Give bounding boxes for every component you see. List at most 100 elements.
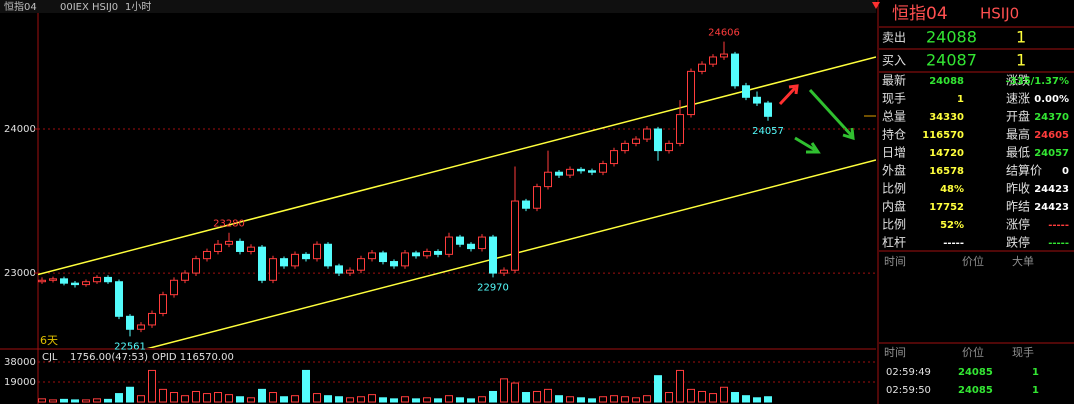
candle-body [170,279,178,296]
volume-bar [71,399,79,403]
candle-body [236,240,244,252]
volume-bar [687,388,695,403]
volume-bar [159,388,167,403]
candle-body [269,258,277,281]
quote-value: 24423 [1034,184,1069,195]
volume-bar [522,392,530,403]
column-header: 价位 [962,254,984,268]
candle-body [709,56,717,65]
quote-value: 24057 [1034,148,1069,159]
y-tick-label: 24000 [4,124,36,135]
column-header: 价位 [962,345,984,359]
volume-bar [533,390,541,403]
candle-body [555,171,563,176]
candle-body [335,265,343,274]
volume-info: 1756.00(47:53) [70,352,148,363]
volume-bar [148,369,156,403]
volume-bar [599,396,607,403]
volume-bar [566,396,574,403]
quote-label: 涨跌 [1006,73,1030,88]
candle-body [621,142,629,152]
quote-value: 0 [1062,166,1069,177]
volume-bar [82,399,90,403]
volume-bar [610,395,618,403]
candle-body [588,170,596,173]
candle-body [38,279,46,283]
volume-bar [115,393,123,403]
price-annotation: 22561 [114,341,146,352]
quote-value: 24605 [1034,130,1069,141]
volume-bar [643,395,651,403]
quote-label: 外盘 [882,163,906,178]
volume-bar [60,398,68,403]
volume-bar [456,397,464,403]
candle-body [313,243,321,260]
volume-bar [170,392,178,403]
quote-label: 速涨 [1006,91,1030,106]
quote-label: 昨收 [1006,182,1030,196]
volume-bar [104,398,112,403]
volume-bar [632,397,640,403]
tab[interactable]: 1小时 [125,1,151,13]
candle-body [225,240,233,245]
volume-bar [676,369,684,403]
tab[interactable]: 恒指04 [4,0,37,13]
volume-bar [698,390,706,403]
candle-body [137,324,145,330]
quote-label: 内盘 [882,199,906,214]
candle-body [159,294,167,314]
volume-bar [280,396,288,403]
quote-label: 结算价 [1006,163,1042,178]
volume-bar [588,398,596,403]
volume-bar [423,397,431,403]
candle-body [104,276,112,283]
quote-value: 52% [940,220,964,231]
candle-body [214,243,222,252]
candle-body [126,315,134,330]
candle-body [511,200,519,271]
volume-bar [302,369,310,403]
volume-bar [467,398,475,403]
candle-body [643,128,651,140]
volume-bar [478,396,486,403]
candle-body [423,250,431,257]
quote-code: HSIJ0 [980,5,1019,23]
candle-body [49,278,57,281]
order-size: 1 [1016,28,1026,47]
trade-size: 1 [1032,367,1039,378]
volume-bar [269,392,277,403]
volume-bar [621,396,629,403]
volume-bar [709,393,717,403]
quote-label: 开盘 [1006,109,1030,124]
volume-bar [544,388,552,403]
tab[interactable]: 00IEX HSIJ0 [60,2,118,13]
volume-bar [357,396,365,403]
volume-bar [93,398,101,403]
volume-bar [203,393,211,403]
volume-bar [665,392,673,403]
arrow-down [794,136,821,154]
volume-bar [764,396,772,403]
volume-bar [742,395,750,403]
quote-value: ----- [1048,220,1069,231]
arrow-up [778,84,799,106]
price-annotation: 22970 [477,282,509,293]
quote-label: 持仓 [882,127,906,142]
trade-size: 1 [1032,385,1039,396]
trade-time: 02:59:50 [886,385,931,396]
candle-body [698,63,706,72]
quote-value: 0.00% [1034,94,1069,105]
quote-value: 34330 [929,112,964,123]
corner-flag [872,2,880,9]
candle-body [610,150,618,165]
candle-body [445,236,453,255]
order-price: 24087 [926,51,977,70]
column-header: 时间 [884,255,906,268]
candle-body [654,128,662,152]
order-label: 卖出 [882,31,906,45]
candle-body [247,246,255,252]
quote-name: 恒指04 [892,4,948,24]
tab-bar [0,0,876,13]
